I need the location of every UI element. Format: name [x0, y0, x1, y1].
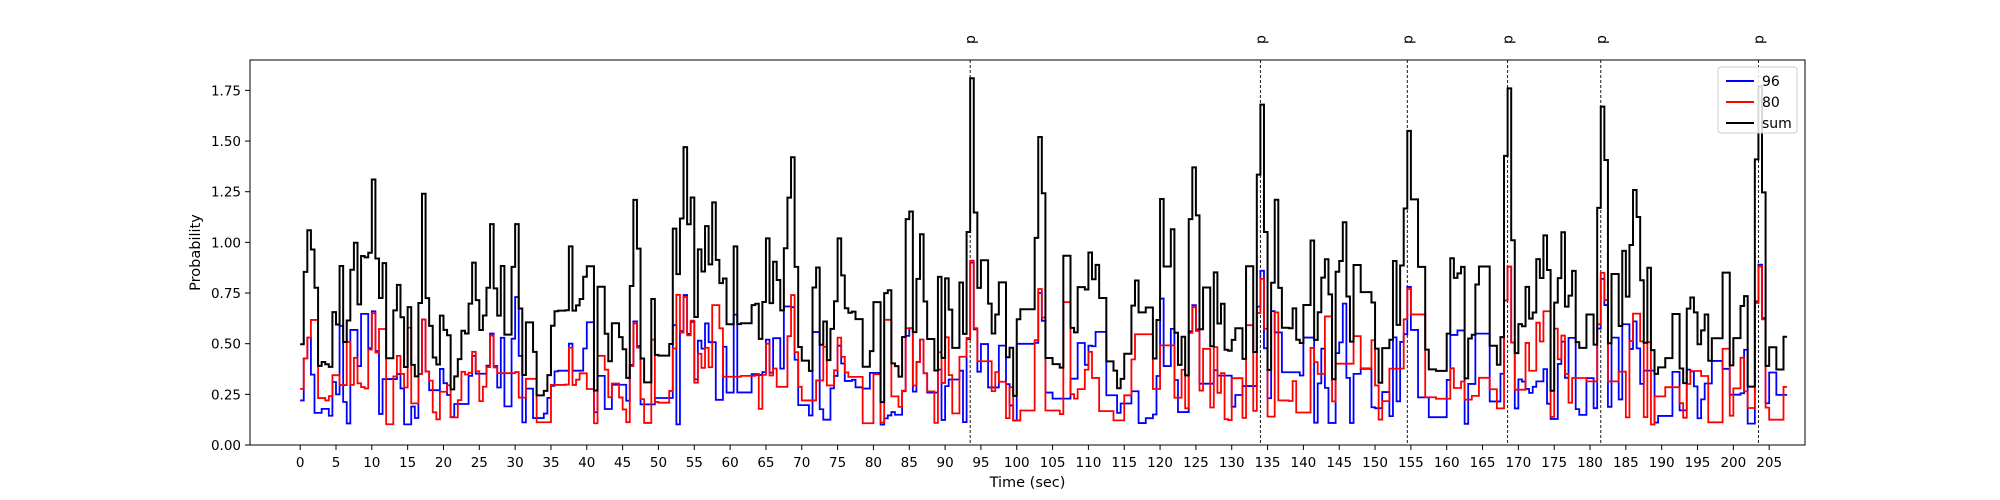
event-label-6: p [1751, 35, 1767, 44]
event-label-3: p [1400, 35, 1416, 44]
x-tick-label-75: 75 [829, 455, 846, 471]
legend: 96 80 sum [1717, 66, 1798, 134]
legend-label-96: 96 [1762, 74, 1780, 90]
x-tick-label-60: 60 [722, 455, 739, 471]
x-axis-label: Time (sec) [989, 475, 1066, 491]
legend-label-sum: sum [1762, 116, 1792, 132]
x-tick-label-25: 25 [471, 455, 488, 471]
x-tick-label-55: 55 [686, 455, 703, 471]
x-tick-label-85: 85 [901, 455, 918, 471]
x-tick-label-140: 140 [1290, 455, 1316, 471]
x-tick-label-145: 145 [1326, 455, 1352, 471]
x-tick-label-105: 105 [1040, 455, 1066, 471]
y-tick-label-1.50: 1.50 [211, 134, 241, 150]
x-tick-label-125: 125 [1183, 455, 1209, 471]
x-tick-label-115: 115 [1111, 455, 1137, 471]
axes-frame [249, 59, 1806, 446]
x-tick-label-5: 5 [332, 455, 341, 471]
x-tick-label-50: 50 [650, 455, 667, 471]
x-tick-label-175: 175 [1541, 455, 1567, 471]
x-tick-label-130: 130 [1219, 455, 1245, 471]
event-label-1: p [963, 35, 979, 44]
series-line-sum [300, 77, 1788, 404]
y-tick-label-1.00: 1.00 [211, 235, 241, 251]
x-tick-label-45: 45 [614, 455, 631, 471]
x-tick-label-65: 65 [757, 455, 774, 471]
y-tick-label-0.25: 0.25 [211, 387, 241, 403]
x-tick-label-35: 35 [542, 455, 559, 471]
x-tick-label-120: 120 [1147, 455, 1173, 471]
event-label-4: p [1501, 35, 1517, 44]
x-tick-label-150: 150 [1362, 455, 1388, 471]
x-tick-label-40: 40 [578, 455, 595, 471]
event-label-5: p [1594, 35, 1610, 44]
x-tick-label-15: 15 [399, 455, 416, 471]
x-tick-label-185: 185 [1613, 455, 1639, 471]
y-tick-label-0.00: 0.00 [211, 438, 241, 454]
legend-label-80: 80 [1762, 95, 1780, 111]
x-tick-label-10: 10 [363, 455, 380, 471]
x-tick-label-95: 95 [972, 455, 989, 471]
y-tick-label-1.75: 1.75 [211, 83, 241, 99]
x-tick-label-135: 135 [1255, 455, 1281, 471]
x-tick-label-190: 190 [1649, 455, 1675, 471]
y-axis-label: Probability [188, 214, 204, 291]
x-tick-label-80: 80 [865, 455, 882, 471]
x-tick-label-160: 160 [1434, 455, 1460, 471]
x-tick-label-170: 170 [1505, 455, 1531, 471]
plot-area: p p p p p p 0 5 10 15 20 25 30 35 40 45 50 55 60 65 70 75 80 85… [211, 35, 1806, 471]
x-tick-label-200: 200 [1720, 455, 1746, 471]
x-tick-label-180: 180 [1577, 455, 1603, 471]
x-tick-label-70: 70 [793, 455, 810, 471]
y-tick-label-0.75: 0.75 [211, 286, 241, 302]
x-tick-label-205: 205 [1756, 455, 1782, 471]
x-tick-label-90: 90 [936, 455, 953, 471]
x-tick-label-195: 195 [1685, 455, 1711, 471]
x-tick-label-165: 165 [1470, 455, 1496, 471]
x-tick-label-100: 100 [1004, 455, 1030, 471]
series-line-96 [300, 261, 1788, 426]
event-label-2: p [1253, 35, 1269, 44]
x-tick-label-20: 20 [435, 455, 452, 471]
series-line-80 [300, 259, 1788, 426]
y-tick-label-1.25: 1.25 [211, 185, 241, 201]
x-tick-label-155: 155 [1398, 455, 1424, 471]
x-tick-label-30: 30 [507, 455, 524, 471]
x-tick-label-110: 110 [1076, 455, 1102, 471]
x-tick-label-0: 0 [296, 455, 305, 471]
y-tick-label-0.50: 0.50 [211, 337, 241, 353]
legend-box [1717, 66, 1798, 134]
